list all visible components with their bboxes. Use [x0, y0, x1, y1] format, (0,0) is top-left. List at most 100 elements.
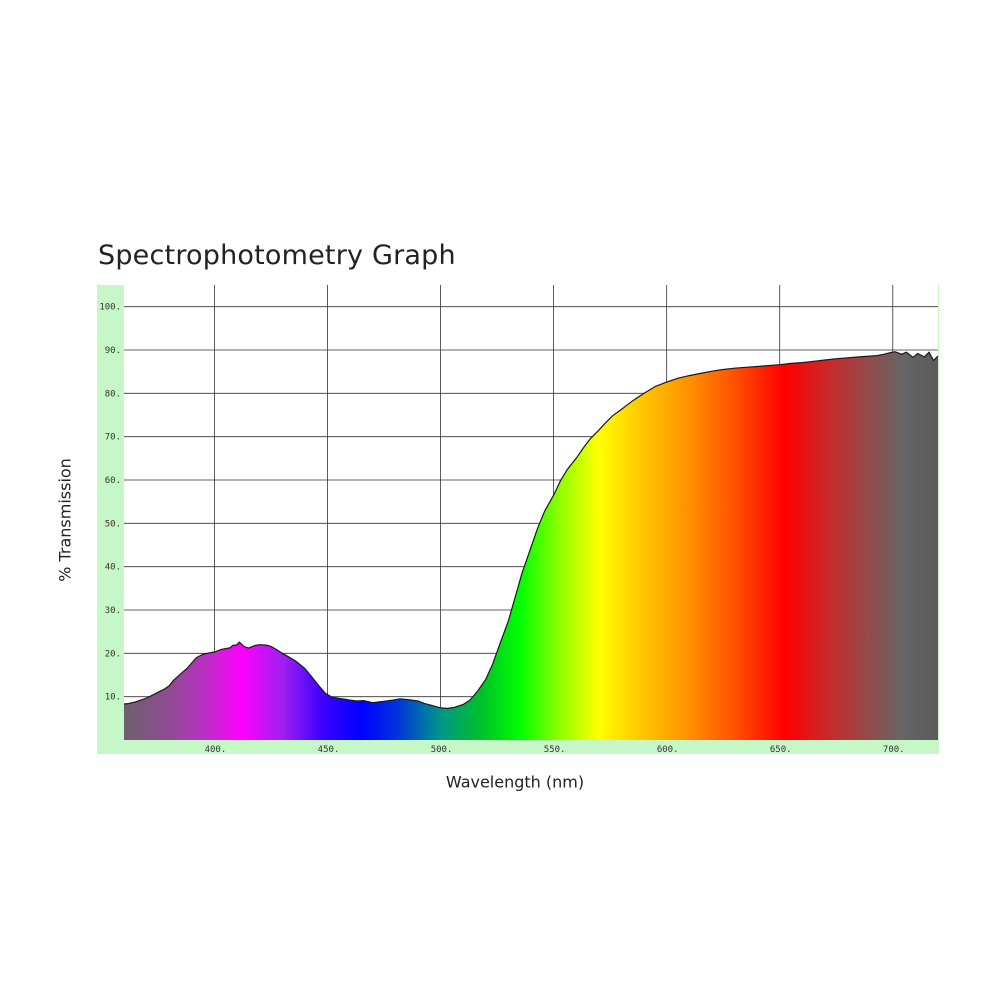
data-point — [128, 703, 129, 704]
data-point — [917, 353, 918, 354]
data-point — [632, 400, 633, 401]
data-point — [598, 430, 599, 431]
data-point — [209, 652, 210, 653]
data-point — [447, 708, 448, 709]
data-point — [295, 661, 296, 662]
y-tick-label: 30. — [105, 606, 121, 616]
data-point — [576, 458, 577, 459]
data-point — [492, 664, 493, 665]
data-point — [203, 654, 204, 655]
y-tick-label: 20. — [105, 649, 121, 659]
x-axis-label: Wavelength (nm) — [445, 772, 585, 792]
data-point — [331, 697, 332, 698]
data-point — [847, 357, 848, 358]
data-point — [890, 352, 891, 353]
data-point — [123, 703, 124, 704]
data-point — [779, 364, 780, 365]
data-point — [146, 697, 147, 698]
data-point — [454, 707, 455, 708]
data-point — [239, 642, 240, 643]
data-point — [325, 693, 326, 694]
data-point — [424, 703, 425, 704]
x-tick-label: 700. — [883, 745, 905, 755]
y-tick-label: 70. — [105, 433, 121, 443]
x-tick-label: 600. — [657, 745, 679, 755]
data-point — [515, 596, 516, 597]
data-point — [870, 356, 871, 357]
data-point — [237, 644, 238, 645]
data-point — [612, 415, 613, 416]
data-point — [187, 668, 188, 669]
data-point — [476, 692, 477, 693]
data-point — [666, 382, 667, 383]
data-point — [214, 651, 215, 652]
data-point — [802, 362, 803, 363]
chart-title: Spectrophotometry Graph — [98, 240, 456, 271]
data-point — [356, 700, 357, 701]
data-point — [350, 700, 351, 701]
data-point — [605, 422, 606, 423]
data-point — [440, 707, 441, 708]
data-point — [933, 360, 934, 361]
data-point — [191, 662, 192, 663]
y-tick-label: 50. — [105, 519, 121, 529]
data-point — [937, 356, 938, 357]
y-tick-label: 60. — [105, 476, 121, 486]
y-tick-label: 90. — [105, 346, 121, 356]
data-point — [655, 386, 656, 387]
data-point — [399, 698, 400, 699]
data-point — [345, 699, 346, 700]
data-point — [711, 371, 712, 372]
data-point — [408, 699, 409, 700]
data-point — [282, 653, 283, 654]
data-point — [537, 527, 538, 528]
data-point — [924, 356, 925, 357]
x-tick-label: 500. — [431, 745, 453, 755]
data-point — [372, 702, 373, 703]
x-tick-label: 650. — [770, 745, 792, 755]
x-tick-label: 400. — [205, 745, 227, 755]
data-point — [876, 355, 877, 356]
data-point — [521, 573, 522, 574]
data-point — [883, 354, 884, 355]
data-point — [255, 645, 256, 646]
data-point — [289, 657, 290, 658]
data-point — [164, 688, 165, 689]
x-tick-label: 450. — [318, 745, 340, 755]
data-point — [393, 700, 394, 701]
data-point — [734, 368, 735, 369]
data-point — [248, 648, 249, 649]
data-point — [745, 367, 746, 368]
data-point — [243, 646, 244, 647]
y-tick-label: 10. — [105, 693, 121, 703]
y-tick-label: 100. — [99, 303, 121, 313]
data-point — [790, 363, 791, 364]
data-point — [275, 648, 276, 649]
data-point — [582, 448, 583, 449]
data-point — [270, 646, 271, 647]
transmission-area — [124, 351, 938, 740]
data-point — [621, 409, 622, 410]
data-point — [544, 511, 545, 512]
data-point — [386, 700, 387, 701]
x-tick-label: 550. — [544, 745, 566, 755]
data-point — [259, 644, 260, 645]
data-point — [589, 439, 590, 440]
data-point — [567, 469, 568, 470]
data-point — [689, 375, 690, 376]
data-point — [304, 668, 305, 669]
data-point — [169, 685, 170, 686]
data-point — [142, 699, 143, 700]
data-point — [431, 705, 432, 706]
data-point — [463, 704, 464, 705]
data-point — [508, 620, 509, 621]
data-point — [318, 685, 319, 686]
data-point — [644, 393, 645, 394]
data-point — [232, 645, 233, 646]
data-point — [757, 366, 758, 367]
data-point — [928, 352, 929, 353]
data-point — [196, 657, 197, 658]
data-point — [221, 649, 222, 650]
data-point — [157, 692, 158, 693]
